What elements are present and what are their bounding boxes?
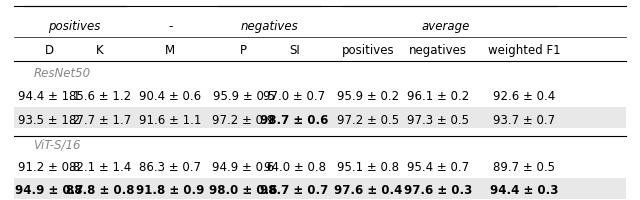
Text: 97.0 ± 0.7: 97.0 ± 0.7: [264, 90, 326, 103]
Text: 91.6 ± 1.1: 91.6 ± 1.1: [139, 113, 202, 126]
Text: 98.7 ± 0.6: 98.7 ± 0.6: [260, 113, 329, 126]
Text: 95.4 ± 0.7: 95.4 ± 0.7: [407, 161, 469, 174]
Text: 86.3 ± 0.7: 86.3 ± 0.7: [140, 161, 201, 174]
Text: -: -: [168, 20, 172, 33]
Text: 95.9 ± 0.2: 95.9 ± 0.2: [337, 90, 399, 103]
Text: 97.6 ± 0.3: 97.6 ± 0.3: [404, 183, 472, 196]
Text: 91.2 ± 0.8: 91.2 ± 0.8: [18, 161, 80, 174]
Text: 87.7 ± 1.7: 87.7 ± 1.7: [69, 113, 131, 126]
Text: 97.6 ± 0.4: 97.6 ± 0.4: [333, 183, 402, 196]
Text: negatives: negatives: [409, 44, 467, 57]
Text: 95.1 ± 0.8: 95.1 ± 0.8: [337, 161, 399, 174]
Text: 93.5 ± 1.2: 93.5 ± 1.2: [18, 113, 80, 126]
Text: D: D: [45, 44, 54, 57]
Text: weighted F1: weighted F1: [488, 44, 560, 57]
Text: ResNet50: ResNet50: [33, 67, 90, 80]
Bar: [14, 108, 626, 129]
Text: 94.4 ± 1.1: 94.4 ± 1.1: [18, 90, 81, 103]
Text: K: K: [97, 44, 104, 57]
Text: negatives: negatives: [240, 20, 298, 33]
Text: 89.7 ± 0.5: 89.7 ± 0.5: [493, 161, 555, 174]
Text: 94.0 ± 0.8: 94.0 ± 0.8: [264, 161, 326, 174]
Text: positives: positives: [342, 44, 394, 57]
Text: P: P: [240, 44, 247, 57]
Text: 91.8 ± 0.9: 91.8 ± 0.9: [136, 183, 204, 196]
Text: 97.2 ± 0.9: 97.2 ± 0.9: [212, 113, 275, 126]
Text: 94.9 ± 0.6: 94.9 ± 0.6: [212, 161, 275, 174]
Text: 96.1 ± 0.2: 96.1 ± 0.2: [407, 90, 469, 103]
Text: 85.6 ± 1.2: 85.6 ± 1.2: [69, 90, 131, 103]
Text: average: average: [422, 20, 470, 33]
Text: 82.1 ± 1.4: 82.1 ± 1.4: [69, 161, 131, 174]
Text: 94.9 ± 0.7: 94.9 ± 0.7: [15, 183, 83, 196]
Text: positives: positives: [49, 20, 101, 33]
Text: M: M: [165, 44, 175, 57]
Text: 88.8 ± 0.8: 88.8 ± 0.8: [66, 183, 134, 196]
Text: 98.0 ± 0.6: 98.0 ± 0.6: [209, 183, 278, 196]
Text: 97.3 ± 0.5: 97.3 ± 0.5: [407, 113, 469, 126]
Text: 97.2 ± 0.5: 97.2 ± 0.5: [337, 113, 399, 126]
Text: 98.7 ± 0.7: 98.7 ± 0.7: [260, 183, 328, 196]
Text: SI: SI: [289, 44, 300, 57]
Bar: [14, 178, 626, 199]
Text: 93.7 ± 0.7: 93.7 ± 0.7: [493, 113, 555, 126]
Text: 92.6 ± 0.4: 92.6 ± 0.4: [493, 90, 555, 103]
Text: ViT-S/16: ViT-S/16: [33, 138, 81, 151]
Text: 95.9 ± 0.5: 95.9 ± 0.5: [212, 90, 275, 103]
Text: 90.4 ± 0.6: 90.4 ± 0.6: [139, 90, 202, 103]
Text: 94.4 ± 0.3: 94.4 ± 0.3: [490, 183, 558, 196]
